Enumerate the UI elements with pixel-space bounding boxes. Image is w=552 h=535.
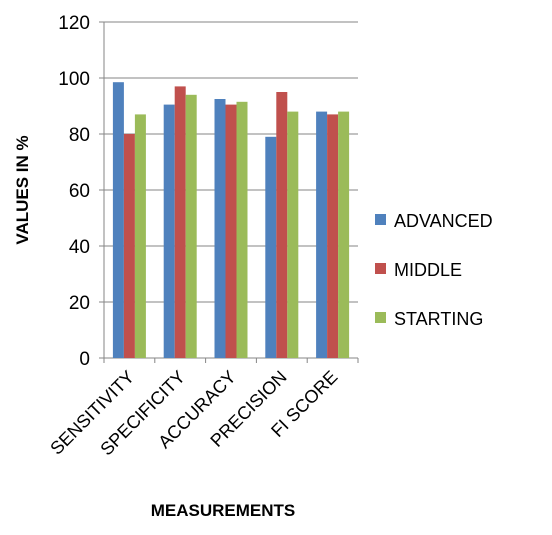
legend-label-starting: STARTING bbox=[394, 309, 483, 329]
bar-advanced-fi-score bbox=[316, 111, 328, 358]
x-tick-labels: SENSITIVITYSPECIFICITYACCURACYPRECISIONF… bbox=[46, 367, 341, 460]
y-tick-label: 120 bbox=[58, 13, 90, 34]
bar-middle-accuracy bbox=[225, 104, 237, 358]
legend-label-middle: MIDDLE bbox=[394, 260, 462, 280]
bar-starting-specificity bbox=[185, 94, 197, 359]
bar-advanced-specificity bbox=[163, 104, 175, 358]
bar-starting-sensitivity bbox=[134, 114, 146, 359]
legend: ADVANCED MIDDLE STARTING bbox=[375, 211, 493, 329]
bar-advanced-precision bbox=[265, 136, 277, 358]
bar-middle-sensitivity bbox=[123, 134, 135, 358]
y-tick-label: 20 bbox=[69, 293, 90, 314]
legend-swatch-middle bbox=[375, 263, 386, 274]
x-axis-title: MEASUREMENTS bbox=[151, 501, 296, 520]
legend-label-advanced: ADVANCED bbox=[394, 211, 493, 231]
y-tick-label: 80 bbox=[69, 125, 90, 146]
legend-swatch-starting bbox=[375, 312, 386, 323]
bar-middle-precision bbox=[276, 92, 288, 358]
bar-advanced-accuracy bbox=[214, 99, 226, 358]
legend-swatch-advanced bbox=[375, 214, 386, 225]
bars bbox=[112, 82, 350, 359]
bar-starting-accuracy bbox=[236, 101, 248, 359]
y-tick-labels: 0 20 40 60 80 100 120 bbox=[58, 13, 90, 370]
bar-starting-precision bbox=[287, 111, 299, 358]
y-tick-label: 0 bbox=[79, 349, 90, 370]
y-tick-label: 60 bbox=[69, 181, 90, 202]
bar-advanced-sensitivity bbox=[112, 82, 124, 358]
y-tick-label: 40 bbox=[69, 237, 90, 258]
bar-middle-specificity bbox=[174, 86, 186, 359]
y-axis-title: VALUES IN % bbox=[13, 135, 32, 244]
bar-starting-fi-score bbox=[338, 111, 350, 358]
y-tick-label: 100 bbox=[58, 69, 90, 90]
bar-middle-fi-score bbox=[327, 114, 339, 359]
